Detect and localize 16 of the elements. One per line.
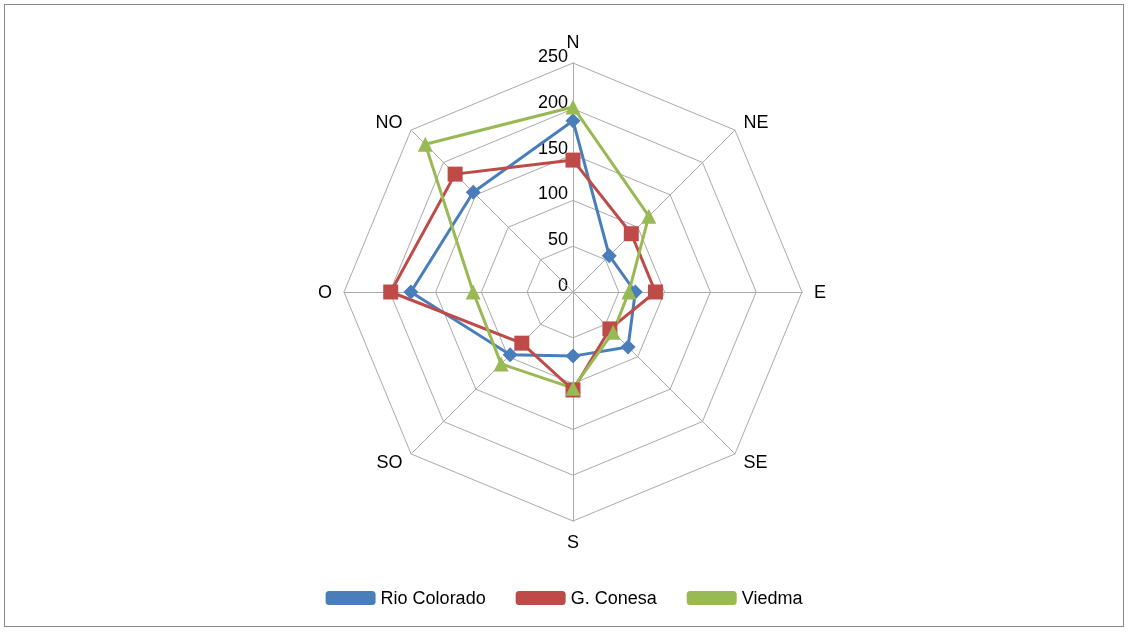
spoke-label: O [317, 282, 332, 302]
y-tick-label: 0 [557, 275, 568, 295]
spoke-label: S [566, 532, 580, 552]
spoke-label: E [814, 282, 827, 302]
y-tick-label: 250 [537, 46, 568, 66]
spoke-label: N [566, 32, 580, 52]
y-tick-label: 100 [537, 183, 568, 204]
spoke-label: SO [376, 452, 403, 473]
spoke-label: NO [375, 111, 403, 132]
legend-label: Viedma [741, 588, 804, 608]
y-tick-label: 50 [547, 229, 568, 250]
legend-label: Rio Colorado [380, 588, 486, 608]
spoke-label: NE [743, 111, 769, 132]
legend-label: G. Conesa [570, 588, 658, 608]
spoke-label: SE [743, 452, 768, 473]
y-tick-label: 200 [537, 91, 568, 112]
